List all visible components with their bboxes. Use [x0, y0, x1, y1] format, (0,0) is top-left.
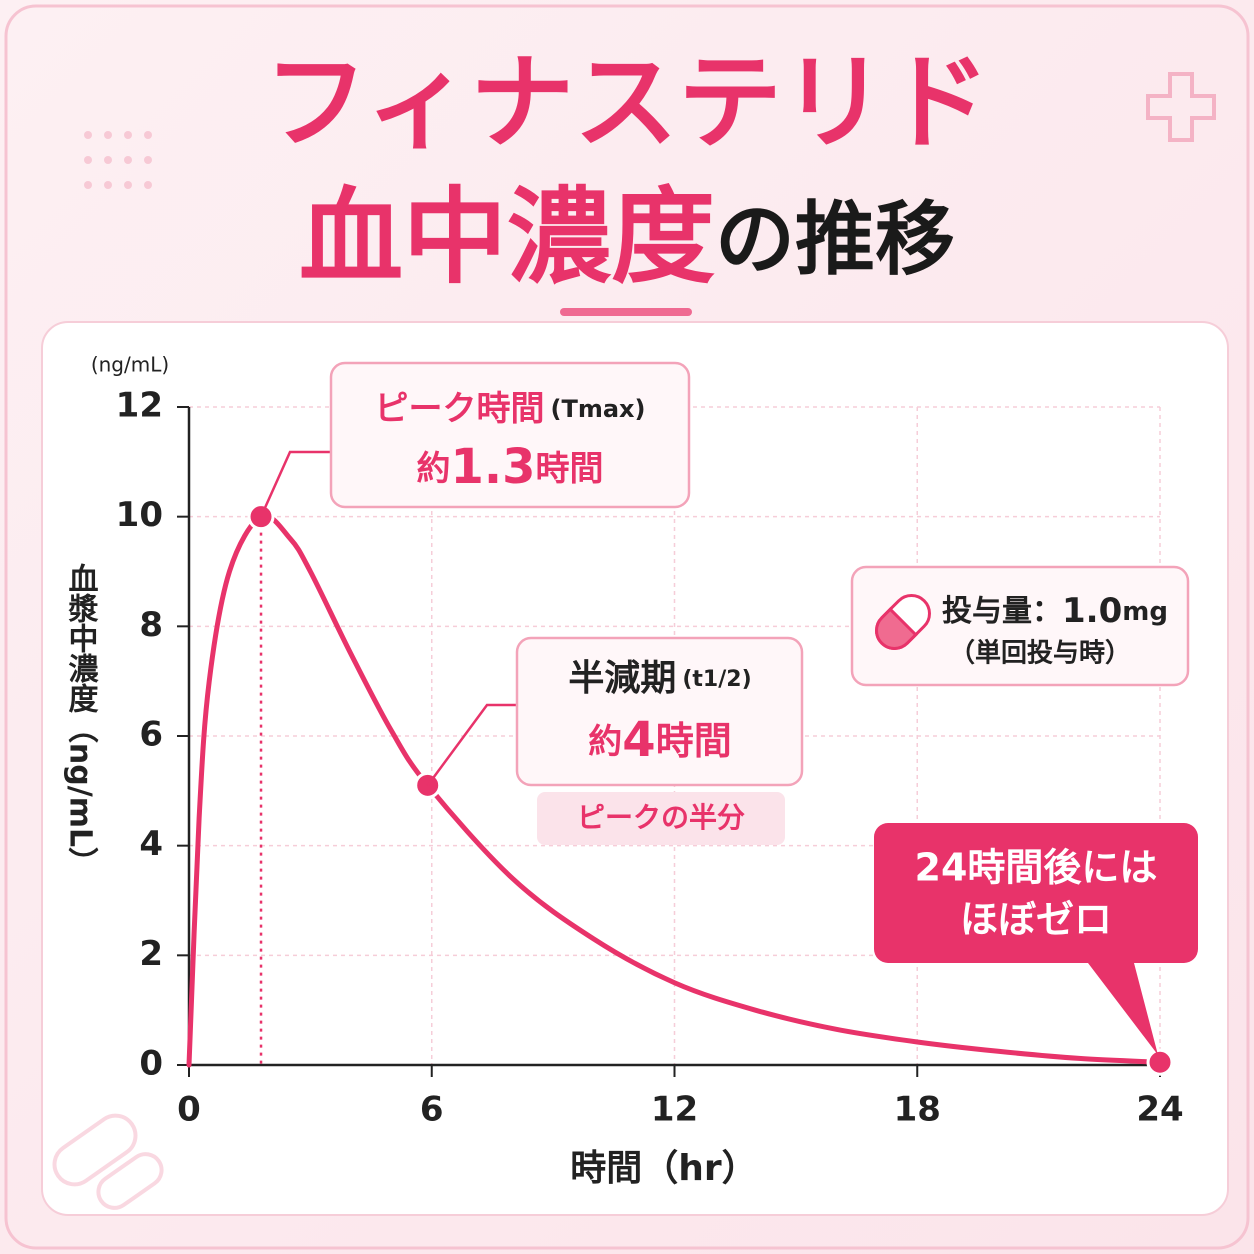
annotation-unit: 時間 [656, 719, 732, 763]
y-tick-label: 6 [139, 715, 163, 755]
highlight-point [1146, 1048, 1174, 1076]
leader-line [426, 703, 517, 787]
annotation-box [329, 361, 691, 509]
y-tick-label: 8 [139, 605, 163, 645]
dose-box [850, 565, 1190, 687]
pill-icon [875, 594, 931, 650]
annotation-tag-bg [537, 792, 785, 845]
frame [4, 4, 1250, 1250]
annotation-pre: 約 [416, 449, 450, 489]
annotation-number: 4 [622, 712, 655, 768]
x-tick-label: 24 [1136, 1090, 1183, 1130]
dose-note: （単回投与時） [949, 639, 1131, 669]
y-axis-label: 血漿中濃度（ng/mL） [63, 563, 100, 877]
annotation-title-sub: (t1/2) [682, 667, 751, 692]
dots-decoration [84, 131, 152, 189]
annotation-title-main: 半減期 [568, 658, 676, 699]
annotation-value: 約4時間 [588, 712, 731, 768]
x-tick-label: 12 [651, 1090, 698, 1130]
dose-unit: mg [1122, 597, 1168, 627]
title: フィナステリド [264, 41, 990, 163]
pill-half [875, 607, 918, 650]
leader-line [259, 450, 331, 518]
title-highlight: 血中濃度 [299, 176, 715, 298]
y-tick-label: 2 [139, 934, 163, 974]
annotation-box [515, 636, 804, 787]
annotation-title-main: ピーク時間 [375, 389, 545, 429]
title-line2: 血中濃度の推移 [299, 176, 955, 298]
pill-decoration [52, 1113, 164, 1210]
annotation-number: 1.3 [450, 439, 535, 495]
annotation-title: 半減期 (t1/2) [568, 658, 751, 699]
x-tick-label: 6 [420, 1090, 444, 1130]
y-tick-label: 4 [139, 824, 163, 864]
annotation-value: 約1.3時間 [416, 439, 603, 495]
y-unit: (ng/mL) [91, 353, 169, 377]
dose-label: 投与量： [942, 594, 1062, 629]
y-tick-label: 12 [116, 386, 163, 426]
y-tick-label: 0 [139, 1044, 163, 1084]
x-tick-label: 18 [894, 1090, 941, 1130]
annotation-pre: 約 [588, 722, 622, 762]
plus-icon [1146, 72, 1216, 142]
annotation-unit: 時間 [536, 449, 604, 489]
callout-line: 24時間後には [915, 846, 1158, 890]
annotation-tag: ピークの半分 [577, 801, 745, 834]
x-axis-label: 時間（hr） [570, 1148, 757, 1189]
title-rest: の推移 [715, 193, 955, 286]
title-underline [560, 308, 692, 316]
dose-text: 投与量：1.0mg [942, 591, 1168, 631]
callout-line: ほぼゼロ [960, 898, 1112, 942]
dose-value: 1.0 [1062, 591, 1122, 631]
y-tick-label: 10 [116, 495, 163, 535]
callout [874, 823, 1198, 1055]
annotation-title-sub: (Tmax) [551, 395, 646, 423]
x-tick-label: 0 [177, 1090, 201, 1130]
annotation-title: ピーク時間 (Tmax) [375, 389, 646, 429]
